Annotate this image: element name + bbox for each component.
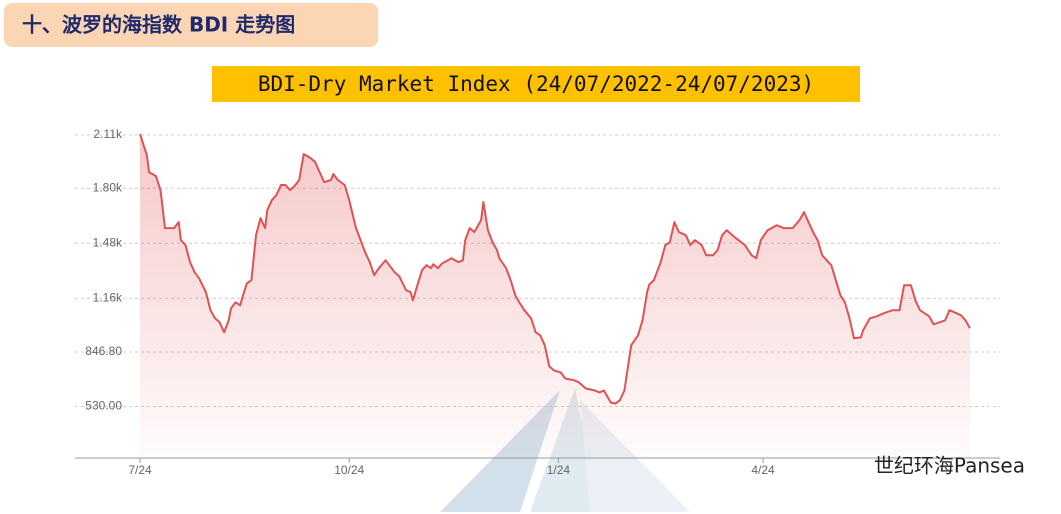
x-tick-label: 10/24: [334, 463, 364, 477]
header-box: [4, 3, 378, 47]
x-tick-label: 7/24: [128, 463, 152, 477]
y-tick-label: 846.80: [85, 344, 122, 358]
chart-title: BDI-Dry Market Index (24/07/2022-24/07/2…: [258, 72, 814, 96]
y-tick-label: 1.80k: [93, 180, 123, 194]
y-tick-label: 2.11k: [94, 127, 123, 141]
watermark: 世纪环海Pansea: [874, 454, 1025, 478]
y-tick-label: 1.16k: [93, 290, 123, 304]
y-tick-label: 530.00: [85, 399, 122, 413]
area: [140, 134, 970, 458]
line: [139, 133, 971, 405]
title-box: [212, 66, 860, 102]
x-tick-label: 4/24: [751, 463, 775, 477]
y-tick-label: 1.48k: [93, 235, 123, 249]
header-title: 十、波罗的海指数 BDI 走势图: [22, 13, 295, 37]
x-tick-label: 1/24: [547, 463, 571, 477]
plot: 2.11k 1.80k 1.48k 1.16k 846.80 530.00 7/24 10/2…: [75, 127, 1000, 477]
